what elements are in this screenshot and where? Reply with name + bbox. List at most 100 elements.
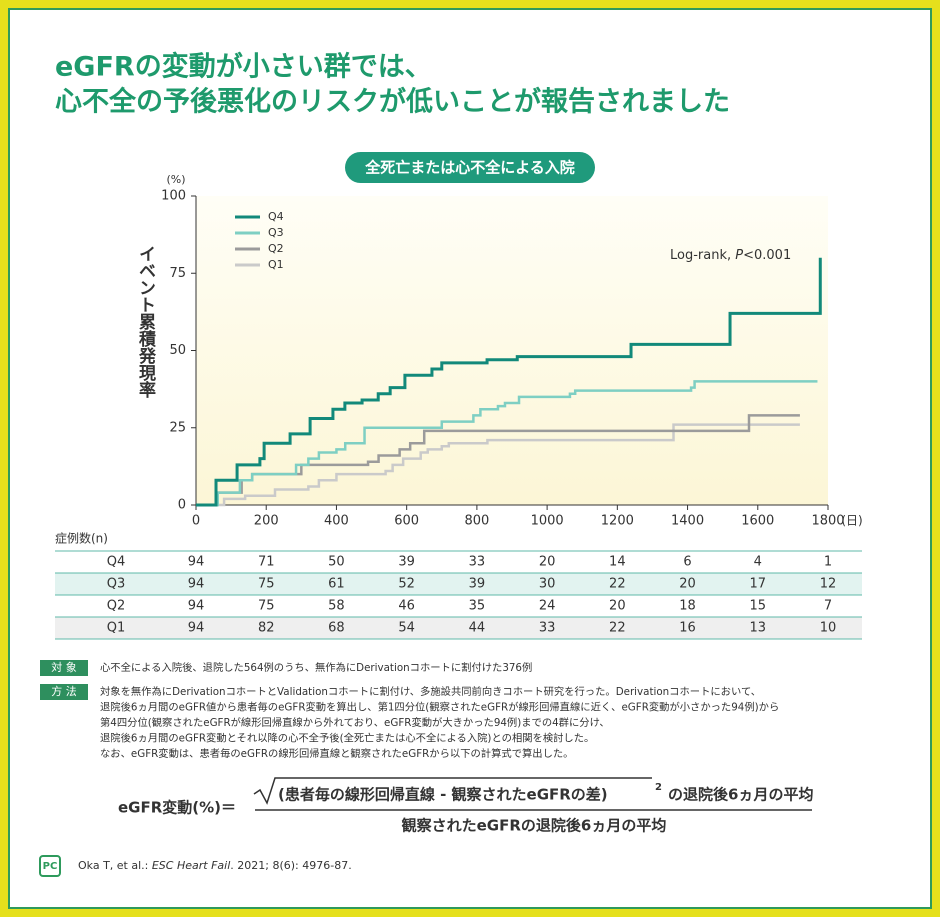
formula-exponent: 2 xyxy=(655,782,662,793)
formula-lhs: eGFR変動(%)＝ xyxy=(118,799,236,817)
count: 54 xyxy=(398,621,415,636)
logo xyxy=(39,855,61,877)
count: 39 xyxy=(398,555,415,570)
x-tick-label: 1600 xyxy=(741,514,774,529)
km-curve xyxy=(196,414,800,507)
legend-label: Q2 xyxy=(268,242,284,255)
km-curve xyxy=(196,380,818,507)
x-tick-label: 1800 xyxy=(811,514,844,529)
table-row xyxy=(55,595,862,617)
note-label: 対 象 xyxy=(51,660,77,674)
y-unit: (%) xyxy=(166,173,185,186)
count: 35 xyxy=(469,599,486,614)
count: 12 xyxy=(820,577,837,592)
count: 46 xyxy=(398,599,415,614)
radical-sign xyxy=(253,777,652,805)
citation-details: . 2021; 8(6): 4976-87. xyxy=(230,859,351,872)
count: 14 xyxy=(609,555,626,570)
y-tick-label: 75 xyxy=(169,266,186,281)
annotation: Log-rank, P<0.001 xyxy=(670,248,791,263)
y-tick-label: 100 xyxy=(161,189,186,204)
count: 61 xyxy=(328,577,345,592)
note-text: 対象を無作為にDerivationコホートとValidationコホートに割付け… xyxy=(100,685,761,698)
annotation-text: <0.001 xyxy=(743,248,791,263)
count: 82 xyxy=(258,621,275,636)
count: 10 xyxy=(820,621,837,636)
note-text: 第4四分位(観察されたeGFRが線形回帰直線から外れており、eGFR変動が大きか… xyxy=(100,716,610,729)
note-text: 退院後6ヵ月間のeGFR値から患者毎のeGFR変動を算出し、第1四分位(観察され… xyxy=(100,701,779,714)
count: 94 xyxy=(188,577,205,592)
x-tick-label: 1200 xyxy=(601,514,634,529)
y-axis-label: イベント累積発現率 xyxy=(135,245,157,399)
legend-label: Q1 xyxy=(268,258,284,271)
chart-title: 全死亡または心不全による入院 xyxy=(364,159,575,177)
count: 7 xyxy=(824,599,832,614)
frame-inner xyxy=(8,8,932,909)
x-tick-label: 400 xyxy=(324,514,349,529)
count: 33 xyxy=(469,555,486,570)
count: 30 xyxy=(539,577,556,592)
title: 心不全の予後悪化のリスクが低いことが報告されました xyxy=(55,86,730,118)
count: 68 xyxy=(328,621,345,636)
note-label-box xyxy=(40,684,88,700)
row-label: Q4 xyxy=(107,555,126,570)
count: 22 xyxy=(609,577,626,592)
x-tick-label: 600 xyxy=(394,514,419,529)
annotation-text: Log-rank, xyxy=(670,248,735,263)
formula-numerator: の退院後6ヵ月の平均 xyxy=(668,786,813,804)
y-tick-label: 50 xyxy=(169,343,186,358)
table-row xyxy=(55,573,862,595)
count: 20 xyxy=(539,555,556,570)
annotation-text: P xyxy=(735,248,743,263)
note-text: なお、eGFR変動は、患者毎のeGFRの線形回帰直線と観察されたeGFRから以下… xyxy=(100,747,573,760)
km-curve xyxy=(196,257,822,507)
formula-denominator: 観察されたeGFRの退院後6ヵ月の平均 xyxy=(402,817,667,835)
citation-journal: ESC Heart Fail xyxy=(152,859,230,872)
legend-label: Q3 xyxy=(268,226,284,239)
count: 16 xyxy=(679,621,696,636)
km-curve xyxy=(196,423,800,507)
plot-area xyxy=(196,196,828,505)
x-tick-label: 1400 xyxy=(671,514,704,529)
y-tick-label: 25 xyxy=(169,420,186,435)
x-tick-label: 1000 xyxy=(531,514,564,529)
count: 17 xyxy=(750,577,767,592)
count: 4 xyxy=(754,555,762,570)
legend-label: Q4 xyxy=(268,210,284,223)
count: 58 xyxy=(328,599,345,614)
count: 94 xyxy=(188,621,205,636)
table-row xyxy=(55,617,862,639)
count: 52 xyxy=(398,577,415,592)
x-unit: (日) xyxy=(841,514,862,528)
row-label: Q2 xyxy=(107,599,126,614)
count: 1 xyxy=(824,555,832,570)
table-title: 症例数(n) xyxy=(55,531,108,546)
count: 71 xyxy=(258,555,275,570)
count: 20 xyxy=(679,577,696,592)
table-row xyxy=(55,551,862,573)
chart-title-pill xyxy=(345,152,595,183)
y-tick-label: 0 xyxy=(178,498,186,513)
count: 20 xyxy=(609,599,626,614)
formula-radicand: (患者毎の線形回帰直線 - 観察されたeGFRの差) xyxy=(278,786,608,804)
citation: Oka T, et al.: ESC Heart Fail. 2021; 8(6… xyxy=(78,859,352,872)
count: 44 xyxy=(469,621,486,636)
x-tick-label: 800 xyxy=(464,514,489,529)
count: 33 xyxy=(539,621,556,636)
count: 39 xyxy=(469,577,486,592)
note-text: 心不全による入院後、退院した564例のうち、無作為にDerivationコホート… xyxy=(100,661,532,674)
count: 24 xyxy=(539,599,556,614)
count: 75 xyxy=(258,599,275,614)
row-label: Q1 xyxy=(107,621,126,636)
x-tick-label: 0 xyxy=(192,514,200,529)
count: 18 xyxy=(679,599,696,614)
note-label: 方 法 xyxy=(51,684,77,698)
count: 13 xyxy=(750,621,767,636)
count: 94 xyxy=(188,599,205,614)
note-text: 退院後6ヵ月間のeGFR変動とそれ以降の心不全予後(全死亡または心不全による入院… xyxy=(100,732,594,745)
count: 22 xyxy=(609,621,626,636)
count: 6 xyxy=(683,555,691,570)
citation-authors: Oka T, et al.: xyxy=(78,859,152,872)
